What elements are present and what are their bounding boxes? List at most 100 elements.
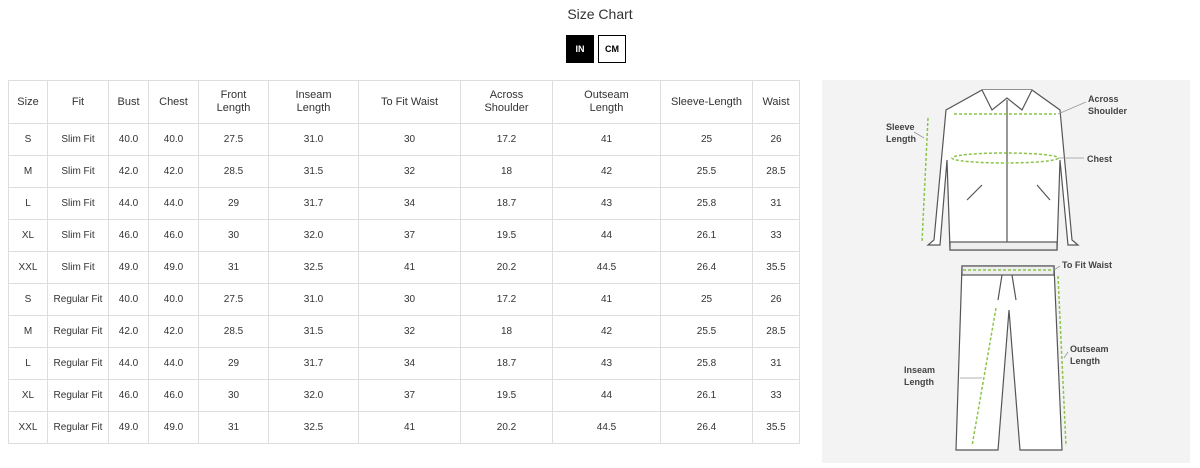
label-to-fit-waist: To Fit Waist (1062, 260, 1112, 270)
table-cell: 31 (198, 251, 269, 284)
table-cell: 42 (552, 315, 661, 348)
table-cell: 46.0 (108, 219, 149, 252)
table-cell: 25.8 (660, 347, 753, 380)
table-cell: M (8, 155, 48, 188)
size-diagram: Across Shoulder Sleeve Length Chest To F… (822, 80, 1190, 463)
size-table: Size Fit Bust Chest Front Length Inseam Length T… (8, 80, 800, 444)
table-cell: 30 (198, 219, 269, 252)
pants-illustration (955, 265, 1063, 451)
table-cell: 25 (660, 283, 753, 316)
table-cell: 37 (358, 219, 461, 252)
column-header: Waist (752, 80, 800, 124)
table-cell: 28.5 (198, 155, 269, 188)
column-header: Bust (108, 80, 149, 124)
table-cell: 29 (198, 347, 269, 380)
table-cell: 34 (358, 347, 461, 380)
table-cell: 26.4 (660, 251, 753, 284)
table-row: M Slim Fit 42.0 42.0 28.5 31.5 32 18 42 25.5 28.5 (8, 155, 800, 188)
table-row: XXL Regular Fit 49.0 49.0 31 32.5 41 20.2 44.5 26… (8, 411, 800, 444)
label-inseam-length-2: Length (904, 377, 934, 387)
table-cell: 44.0 (148, 187, 199, 220)
table-cell: 31 (198, 411, 269, 444)
table-cell: 31.7 (268, 187, 359, 220)
table-cell: 31.7 (268, 347, 359, 380)
table-cell: Slim Fit (47, 219, 109, 252)
table-cell: 42.0 (108, 315, 149, 348)
label-across-shoulder-2: Shoulder (1088, 106, 1127, 116)
unit-cm-button[interactable]: CM (598, 35, 626, 63)
table-cell: 28.5 (198, 315, 269, 348)
table-cell: 42.0 (108, 155, 149, 188)
table-cell: 44.0 (108, 187, 149, 220)
table-cell: 40.0 (108, 123, 149, 156)
table-cell: XXL (8, 251, 48, 284)
table-cell: 31.5 (268, 155, 359, 188)
table-cell: 28.5 (752, 315, 800, 348)
table-cell: 44.0 (108, 347, 149, 380)
label-sleeve-length-1: Sleeve (886, 122, 915, 132)
table-cell: 25.5 (660, 315, 753, 348)
table-cell: 34 (358, 187, 461, 220)
page-title: Size Chart (567, 6, 633, 22)
column-header: To Fit Waist (358, 80, 461, 124)
table-cell: 40.0 (108, 283, 149, 316)
table-cell: 44 (552, 219, 661, 252)
table-cell: Slim Fit (47, 155, 109, 188)
table-cell: 42.0 (148, 155, 199, 188)
table-row: XL Regular Fit 46.0 46.0 30 32.0 37 19.5 44 26.1 3… (8, 379, 800, 412)
table-cell: 31.5 (268, 315, 359, 348)
table-cell: 32.5 (268, 251, 359, 284)
column-header: Fit (47, 80, 109, 124)
table-cell: 27.5 (198, 283, 269, 316)
table-cell: 49.0 (148, 251, 199, 284)
table-cell: 25 (660, 123, 753, 156)
unit-in-button[interactable]: IN (566, 35, 594, 63)
table-cell: 26 (752, 283, 800, 316)
column-header: Outseam Length (552, 80, 661, 124)
table-cell: 31 (752, 347, 800, 380)
table-cell: 41 (552, 283, 661, 316)
table-cell: 32.0 (268, 219, 359, 252)
column-header: Across Shoulder (460, 80, 553, 124)
table-cell: 27.5 (198, 123, 269, 156)
table-row: S Slim Fit 40.0 40.0 27.5 31.0 30 17.2 41 25 26 (8, 123, 800, 156)
table-cell: 30 (358, 123, 461, 156)
column-header: Size (8, 80, 48, 124)
table-cell: Slim Fit (47, 187, 109, 220)
label-outseam-length-2: Length (1070, 356, 1100, 366)
table-row: L Slim Fit 44.0 44.0 29 31.7 34 18.7 43 25.8 31 (8, 187, 800, 220)
table-cell: S (8, 283, 48, 316)
table-cell: S (8, 123, 48, 156)
table-cell: 46.0 (148, 379, 199, 412)
table-cell: Regular Fit (47, 411, 109, 444)
table-cell: 33 (752, 379, 800, 412)
table-cell: XL (8, 379, 48, 412)
table-cell: 44 (552, 379, 661, 412)
table-cell: Regular Fit (47, 315, 109, 348)
label-across-shoulder-1: Across (1088, 94, 1119, 104)
table-cell: 35.5 (752, 251, 800, 284)
column-header: Front Length (198, 80, 269, 124)
table-cell: 41 (358, 411, 461, 444)
table-cell: 49.0 (108, 251, 149, 284)
table-cell: 46.0 (148, 219, 199, 252)
table-cell: 28.5 (752, 155, 800, 188)
table-cell: 18 (460, 155, 553, 188)
label-chest: Chest (1087, 154, 1112, 164)
table-cell: L (8, 347, 48, 380)
table-cell: 31.0 (268, 123, 359, 156)
table-cell: XL (8, 219, 48, 252)
table-cell: 26 (752, 123, 800, 156)
table-cell: 26.1 (660, 379, 753, 412)
table-cell: 33 (752, 219, 800, 252)
table-cell: 32.0 (268, 379, 359, 412)
table-cell: Slim Fit (47, 123, 109, 156)
table-cell: 19.5 (460, 379, 553, 412)
table-cell: 40.0 (148, 123, 199, 156)
label-outseam-length-1: Outseam (1070, 344, 1109, 354)
table-cell: 18.7 (460, 187, 553, 220)
table-row: S Regular Fit 40.0 40.0 27.5 31.0 30 17.2 41 25 26 (8, 283, 800, 316)
unit-toggle[interactable]: IN CM (566, 35, 626, 63)
table-cell: Regular Fit (47, 283, 109, 316)
table-cell: 44.0 (148, 347, 199, 380)
